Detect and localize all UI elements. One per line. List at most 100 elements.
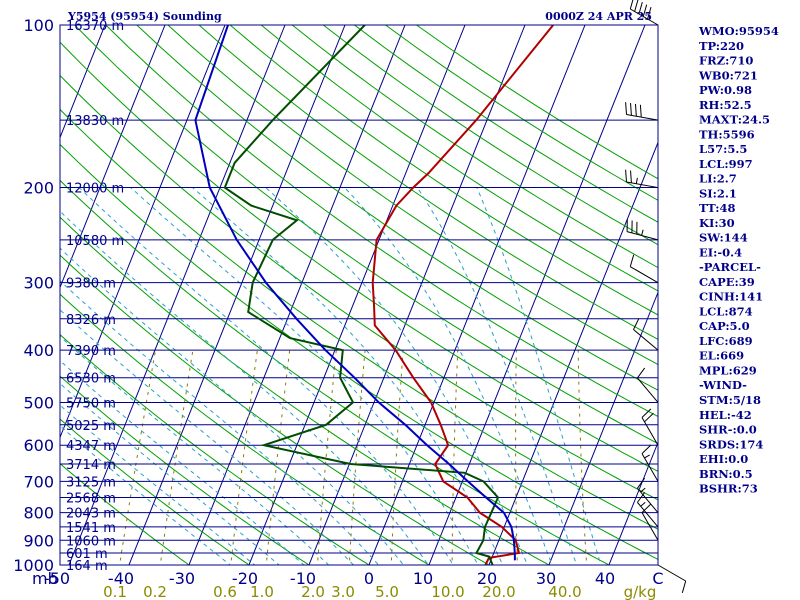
wind-barb-flag	[631, 103, 632, 115]
temperature-tick-label: -30	[169, 569, 195, 588]
dewpoint-profile	[225, 25, 498, 565]
index-line: CAPE:39	[699, 275, 755, 289]
index-line: TT:48	[699, 201, 736, 215]
index-line: -WIND-	[699, 378, 747, 392]
sounding-time: 0000Z 24 APR 25	[545, 10, 652, 23]
mixing-ratio-line	[578, 350, 587, 576]
index-line: SRDS:174	[699, 437, 763, 451]
moist-adiabat-line	[477, 188, 605, 577]
isotherm-line	[364, 25, 585, 576]
wind-barb-flag	[630, 255, 633, 267]
height-label: 164 m	[66, 559, 108, 574]
index-line: LCL:997	[699, 157, 753, 171]
pressure-tick-label: 200	[23, 179, 54, 198]
wind-barb-half-flag	[645, 455, 650, 458]
mixing-ratio-label: 0.1	[103, 583, 127, 600]
mixing-ratio-label: g/kg	[624, 583, 657, 600]
index-line: LI:2.7	[699, 172, 737, 186]
pressure-tick-label: 500	[23, 393, 54, 412]
height-label: 6530 m	[66, 372, 116, 387]
index-line: FRZ:710	[699, 54, 753, 68]
temperature-tick-label: 10	[413, 569, 433, 588]
dry-adiabat-line	[0, 25, 387, 576]
index-line: EI:-0.4	[699, 245, 742, 259]
pressure-tick-label: 800	[23, 504, 54, 523]
index-line: EL:669	[699, 349, 744, 363]
index-line: PW:0.98	[699, 83, 752, 97]
profiles	[195, 25, 553, 565]
height-label: 3714 m	[66, 458, 116, 473]
index-line: MPL:629	[699, 363, 757, 377]
height-label: 5750 m	[66, 396, 116, 411]
index-line: HEL:-42	[699, 408, 752, 422]
height-label: 5025 m	[66, 419, 116, 434]
index-line: LFC:689	[699, 334, 753, 348]
temperature-tick-label: 40	[595, 569, 615, 588]
wind-barb-half-flag	[636, 178, 637, 184]
wind-barbs	[626, 0, 686, 593]
index-line: KI:30	[699, 216, 735, 230]
index-line: SHR-:0.0	[699, 423, 757, 437]
mixing-ratio-label: 1.0	[250, 583, 274, 600]
temperature-tick-label: -50	[44, 569, 70, 588]
height-label: 2568 m	[66, 492, 116, 507]
index-line: SI:2.1	[699, 186, 737, 200]
index-line: CAP:5.0	[699, 319, 750, 333]
wind-barb-flag	[626, 102, 627, 114]
mixing-ratio-label: 5.0	[375, 583, 399, 600]
wind-barb-flag	[637, 368, 644, 378]
temperature-tick-label: 0	[364, 569, 374, 588]
wind-barb-half-flag	[642, 230, 644, 236]
height-label: 8326 m	[66, 313, 116, 328]
mixing-ratio-line	[230, 350, 258, 576]
index-line: TH:5596	[699, 127, 755, 141]
index-list: WMO:95954TP:220FRZ:710WB0:721PW:0.98RH:5…	[698, 24, 779, 496]
wind-barb-flag	[645, 413, 654, 422]
index-line: SW:144	[699, 231, 748, 245]
pressure-tick-label: 300	[23, 274, 54, 293]
plot-frame	[60, 25, 658, 565]
moist-adiabat-line	[0, 188, 388, 577]
index-line: EHI:0.0	[699, 452, 748, 466]
index-line: TP:220	[699, 39, 744, 53]
isotherm-line	[484, 25, 705, 576]
index-line: BSHR:73	[699, 482, 758, 496]
mixing-ratio-label: 40.0	[548, 583, 581, 600]
height-label: 2043 m	[66, 507, 116, 522]
height-label: 4347 m	[66, 439, 116, 454]
index-line: WMO:95954	[698, 24, 779, 38]
moist-adiabat-line	[0, 188, 412, 577]
wind-barb-flag	[630, 0, 633, 9]
index-line: LCL:874	[699, 304, 753, 318]
isotherm-line	[0, 25, 45, 576]
mixing-ratio-label: 20.0	[482, 583, 515, 600]
height-label: 3125 m	[66, 475, 116, 490]
dry-adiabat-line	[0, 25, 266, 576]
mixing-ratio-label: 0.6	[213, 583, 237, 600]
mixing-ratio-label: 2.0	[301, 583, 325, 600]
height-label: 7390 m	[66, 344, 116, 359]
height-label: 9380 m	[66, 277, 116, 292]
dry-adiabat-line	[13, 25, 800, 576]
pressure-tick-label: 700	[23, 472, 54, 491]
isotherm-line	[124, 25, 345, 576]
mixing-ratio-label: 10.0	[431, 583, 464, 600]
height-label: 12000 m	[66, 182, 124, 197]
wind-barb-staff	[630, 267, 658, 283]
index-line: -PARCEL-	[699, 260, 761, 274]
wind-barb-half-flag	[641, 502, 646, 506]
wind-barb-flag	[635, 104, 636, 116]
index-line: STM:5/18	[699, 393, 761, 407]
index-line: CINH:141	[699, 290, 763, 304]
wind-barb-flag	[631, 171, 632, 183]
wind-barb	[626, 102, 658, 120]
height-label: 10580 m	[66, 234, 124, 249]
moist-adiabat-line	[0, 188, 364, 577]
mixing-ratio-label: 3.0	[331, 583, 355, 600]
mixing-ratio-line	[159, 350, 193, 576]
moist-adiabat-line	[266, 188, 533, 577]
index-line: WB0:721	[698, 68, 758, 82]
background-lines	[0, 25, 800, 576]
wind-barb-flag	[642, 504, 651, 513]
